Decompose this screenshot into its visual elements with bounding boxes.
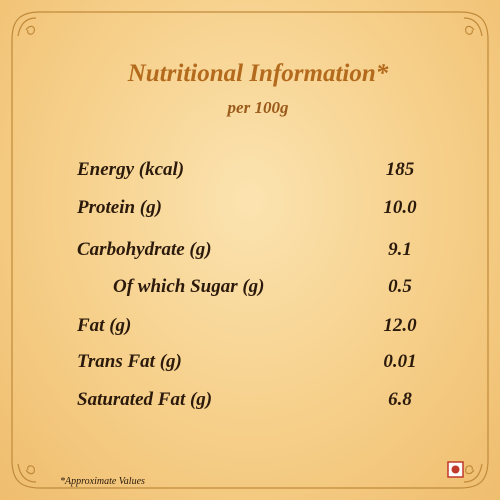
- row-value: 0.5: [388, 276, 412, 297]
- row-label: Protein (g): [77, 197, 162, 218]
- footnote: *Approximate Values: [60, 476, 145, 487]
- title: Nutritional Information*: [127, 60, 389, 87]
- subtitle: per 100g: [227, 98, 289, 117]
- row-value: 12.0: [383, 315, 417, 336]
- row-label: Trans Fat (g): [77, 351, 182, 372]
- row-label: Of which Sugar (g): [113, 276, 265, 297]
- row-value: 185: [385, 159, 415, 180]
- row-value: 0.01: [383, 351, 417, 372]
- row-value: 9.1: [388, 239, 412, 260]
- row-label: Energy (kcal): [77, 159, 185, 180]
- row-label: Fat (g): [77, 315, 132, 336]
- row-value: 10.0: [383, 197, 417, 218]
- veg-mark-dot: [451, 465, 460, 474]
- row-value: 6.8: [388, 389, 412, 410]
- row-label: Carbohydrate (g): [77, 239, 212, 260]
- row-label: Saturated Fat (g): [77, 389, 213, 410]
